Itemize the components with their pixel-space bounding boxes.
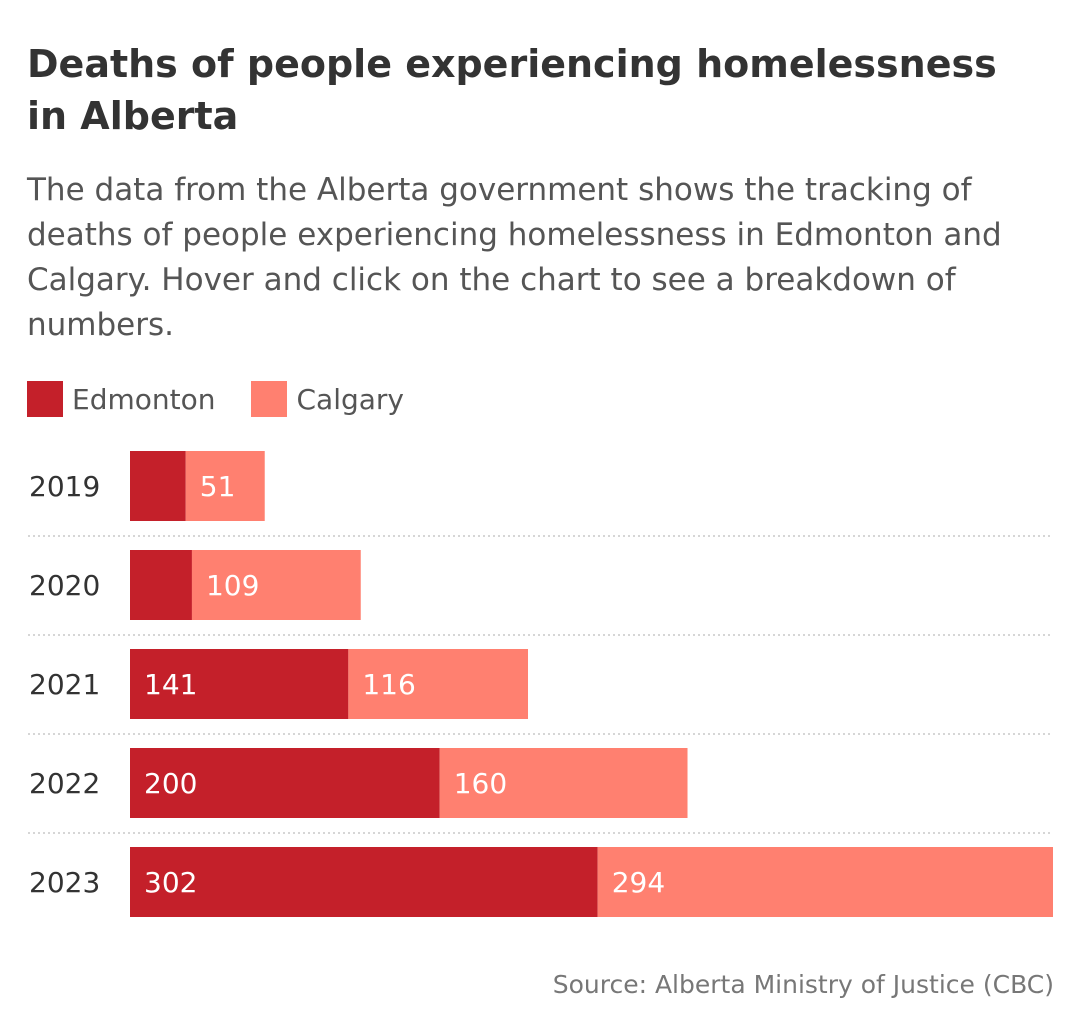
bar-edmonton-2020[interactable] (130, 550, 192, 620)
category-label-2021: 2021 (29, 668, 100, 701)
legend-label-edmonton: Edmonton (72, 382, 216, 416)
category-label-2020: 2020 (29, 569, 100, 602)
bar-edmonton-2022[interactable] (130, 748, 440, 818)
legend-item-edmonton[interactable]: Edmonton (27, 381, 215, 417)
data-label-calgary-2020: 109 (206, 569, 259, 602)
data-label-calgary-2019: 51 (200, 470, 236, 503)
legend: Edmonton Calgary (27, 380, 440, 418)
data-label-calgary-2021: 116 (362, 668, 415, 701)
data-label-edmonton-2023: 302 (144, 866, 197, 899)
category-label-2023: 2023 (29, 866, 100, 899)
bar-edmonton-2023[interactable] (130, 847, 598, 917)
bar-calgary-2020[interactable] (191, 550, 361, 620)
data-label-calgary-2023: 294 (612, 866, 665, 899)
bar-edmonton-2021[interactable] (130, 649, 349, 719)
data-label-calgary-2022: 160 (454, 767, 507, 800)
legend-swatch-calgary (251, 381, 288, 417)
bar-calgary-2021[interactable] (348, 649, 529, 719)
category-label-2019: 2019 (29, 470, 100, 503)
bar-calgary-2022[interactable] (439, 748, 688, 818)
bar-edmonton-2019[interactable] (130, 451, 186, 521)
source-note: Source: Alberta Ministry of Justice (CBC… (552, 970, 1054, 999)
chart-subtitle: The data from the Alberta government sho… (27, 172, 1002, 343)
bar-calgary-2019[interactable] (185, 451, 265, 521)
data-label-edmonton-2022: 200 (144, 767, 197, 800)
bar-calgary-2023[interactable] (597, 847, 1053, 917)
category-label-2022: 2022 (29, 767, 100, 800)
legend-item-calgary[interactable]: Calgary (251, 381, 404, 417)
legend-label-calgary: Calgary (296, 382, 404, 416)
chart-title: Deaths of people experiencing homelessne… (27, 42, 997, 138)
legend-swatch-edmonton (27, 381, 63, 417)
data-label-edmonton-2021: 141 (144, 668, 197, 701)
